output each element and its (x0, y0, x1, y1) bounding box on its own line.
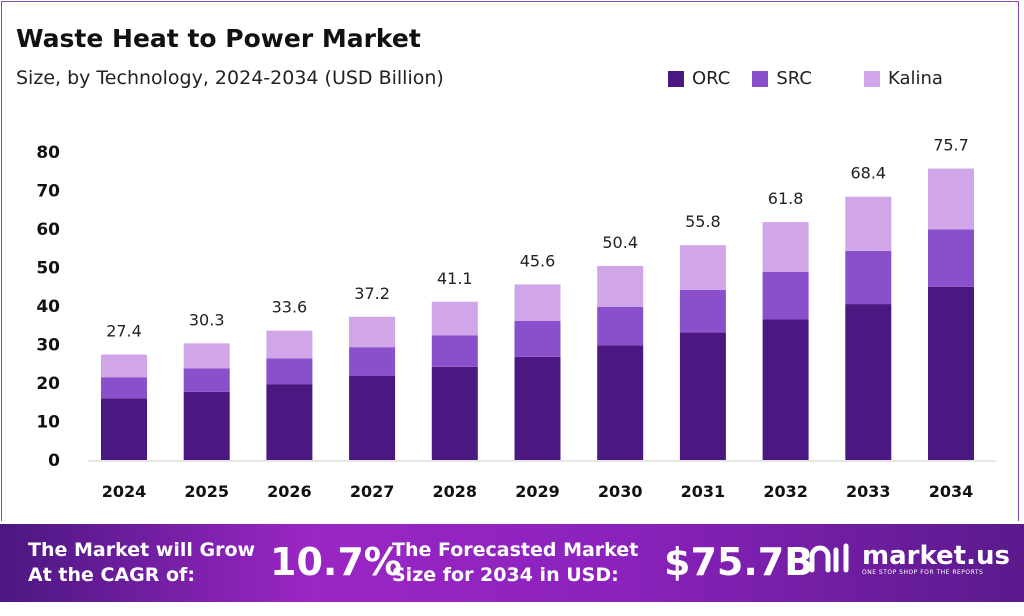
y-tick-label: 10 (36, 413, 60, 433)
legend-label: ORC (692, 68, 731, 89)
data-label: 27.4 (106, 322, 142, 341)
legend-item-orc: ORC (668, 68, 730, 89)
x-tick-label: 2027 (350, 482, 395, 501)
bar-segment-kalina (514, 284, 561, 322)
bar-segment-orc (349, 375, 396, 460)
y-tick-label: 20 (36, 374, 60, 394)
data-label: 55.8 (685, 212, 721, 231)
bar-segment-kalina (928, 168, 974, 230)
bar-segment-kalina (183, 343, 230, 369)
x-tick-label: 2031 (681, 482, 726, 501)
x-tick-label: 2030 (598, 482, 643, 501)
bar-segment-src (679, 289, 726, 333)
chart-subtitle: Size, by Technology, 2024-2034 (USD Bill… (16, 67, 444, 89)
legend-swatch (863, 70, 880, 87)
cagr-label-line: At the CAGR of: (28, 564, 195, 586)
bar-segment-orc (845, 304, 892, 460)
data-label: 45.6 (520, 251, 556, 270)
x-tick-label: 2028 (433, 482, 478, 501)
bar-chart: 0102030405060708027.4202430.3202533.6202… (36, 136, 996, 501)
cagr-value: 10.7% (270, 540, 402, 584)
bar-segment-src (597, 306, 644, 346)
bar-segment-orc (183, 391, 230, 460)
data-label: 68.4 (850, 164, 886, 183)
forecast-value: $75.7B (664, 540, 814, 584)
forecast-label: The Forecasted Market Size for 2034 in US… (392, 538, 638, 588)
legend-label: SRC (776, 68, 812, 89)
bar-segment-src (762, 271, 809, 320)
legend-swatch (752, 70, 769, 87)
data-label: 75.7 (933, 136, 969, 155)
data-label: 30.3 (189, 310, 225, 329)
legend-swatch (668, 70, 684, 87)
bar-segment-orc (514, 356, 561, 460)
logo-text: market.us (862, 540, 1010, 571)
y-tick-label: 60 (36, 220, 60, 240)
bar-segment-src (514, 321, 561, 357)
x-tick-label: 2025 (184, 482, 229, 501)
y-tick-label: 50 (36, 259, 60, 279)
bar-segment-kalina (845, 196, 892, 251)
bar-segment-kalina (266, 330, 313, 359)
x-tick-label: 2032 (763, 482, 808, 501)
bar-segment-orc (597, 345, 644, 460)
bar-segment-orc (679, 332, 726, 460)
bar-segment-src (266, 358, 313, 385)
cagr-label: The Market will Grow At the CAGR of: (28, 538, 255, 588)
legend-item-kalina: Kalina (863, 68, 943, 89)
bar-segment-orc (928, 286, 974, 460)
data-label: 50.4 (602, 233, 638, 252)
data-label: 33.6 (272, 298, 308, 317)
bar-segment-kalina (597, 265, 644, 307)
forecast-label-line: The Forecasted Market (392, 539, 639, 561)
chart-title: Waste Heat to Power Market (16, 24, 421, 53)
bar-segment-orc (101, 398, 147, 460)
market-us-logo: market.us ONE STOP SHOP FOR THE REPORTS (808, 542, 1010, 576)
summary-banner: The Market will Grow At the CAGR of: 10.7… (0, 524, 1024, 602)
data-label: 41.1 (437, 269, 473, 288)
y-tick-label: 40 (36, 297, 60, 317)
x-tick-label: 2029 (515, 482, 560, 501)
bar-segment-orc (266, 384, 313, 460)
bar-segment-kalina (431, 301, 478, 336)
bar-segment-src (183, 368, 230, 392)
legend: ORC SRC Kalina (668, 68, 943, 89)
x-tick-label: 2026 (267, 482, 312, 501)
y-tick-label: 70 (36, 182, 60, 202)
y-tick-label: 30 (36, 336, 60, 356)
legend-label: Kalina (887, 68, 943, 89)
y-tick-label: 0 (48, 451, 60, 471)
legend-item-src: SRC (752, 68, 812, 89)
x-tick-label: 2024 (102, 482, 147, 501)
logo-icon (809, 543, 849, 573)
bar-segment-src (928, 229, 974, 287)
data-label: 37.2 (354, 284, 390, 303)
cagr-label-line: The Market will Grow (28, 539, 256, 561)
x-tick-label: 2033 (846, 482, 891, 501)
bar-segment-kalina (101, 354, 147, 378)
x-tick-label: 2034 (929, 482, 974, 501)
bar-segment-kalina (349, 316, 396, 348)
logo-tagline: ONE STOP SHOP FOR THE REPORTS (862, 568, 984, 576)
y-tick-label: 80 (36, 143, 60, 163)
bar-segment-kalina (679, 245, 726, 290)
bar-segment-src (101, 377, 147, 399)
bar-segment-src (431, 335, 478, 367)
bar-segment-orc (431, 366, 478, 460)
bar-segment-src (845, 250, 892, 305)
chart-frame (1, 1, 1019, 521)
data-label: 61.8 (768, 189, 804, 208)
forecast-label-line: Size for 2034 in USD: (392, 564, 619, 586)
bar-segment-src (349, 347, 396, 376)
bar-segment-orc (762, 319, 809, 460)
bar-segment-kalina (762, 222, 809, 272)
